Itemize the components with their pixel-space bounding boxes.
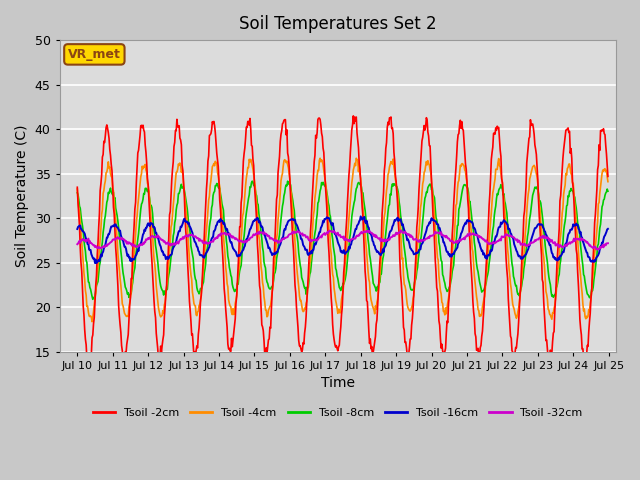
Tsoil -8cm: [74, 190, 81, 196]
Line: Tsoil -32cm: Tsoil -32cm: [77, 230, 608, 250]
Tsoil -8cm: [89, 297, 97, 302]
Tsoil -4cm: [220, 242, 228, 248]
Tsoil -16cm: [408, 248, 416, 254]
Tsoil -4cm: [424, 158, 432, 164]
Tsoil -4cm: [138, 163, 146, 169]
Tsoil -16cm: [220, 220, 228, 226]
Tsoil -16cm: [74, 226, 81, 232]
Line: Tsoil -16cm: Tsoil -16cm: [77, 216, 608, 263]
Tsoil -2cm: [408, 316, 416, 322]
Line: Tsoil -4cm: Tsoil -4cm: [77, 158, 608, 322]
Line: Tsoil -2cm: Tsoil -2cm: [77, 116, 608, 363]
Tsoil -2cm: [424, 129, 432, 135]
Tsoil -4cm: [88, 319, 96, 324]
Tsoil -16cm: [192, 241, 200, 247]
Tsoil -32cm: [138, 242, 145, 248]
Tsoil -4cm: [192, 312, 200, 318]
Tsoil -8cm: [192, 277, 200, 283]
Tsoil -32cm: [594, 247, 602, 252]
Y-axis label: Soil Temperature (C): Soil Temperature (C): [15, 125, 29, 267]
Text: VR_met: VR_met: [68, 48, 121, 61]
Legend: Tsoil -2cm, Tsoil -4cm, Tsoil -8cm, Tsoil -16cm, Tsoil -32cm: Tsoil -2cm, Tsoil -4cm, Tsoil -8cm, Tsoi…: [88, 404, 587, 423]
Tsoil -16cm: [604, 226, 612, 232]
Tsoil -2cm: [604, 174, 612, 180]
Tsoil -4cm: [408, 302, 416, 308]
X-axis label: Time: Time: [321, 376, 355, 390]
Tsoil -4cm: [604, 179, 612, 184]
Tsoil -2cm: [220, 286, 228, 291]
Tsoil -2cm: [138, 125, 146, 131]
Tsoil -16cm: [424, 223, 432, 228]
Tsoil -32cm: [83, 238, 91, 243]
Tsoil -16cm: [357, 214, 365, 219]
Tsoil -4cm: [83, 304, 91, 310]
Tsoil -8cm: [408, 287, 416, 293]
Tsoil -8cm: [83, 260, 91, 265]
Tsoil -32cm: [74, 241, 81, 247]
Tsoil -2cm: [192, 348, 200, 353]
Tsoil -2cm: [74, 184, 81, 190]
Tsoil -32cm: [220, 231, 227, 237]
Tsoil -4cm: [316, 156, 324, 161]
Tsoil -8cm: [424, 185, 432, 191]
Tsoil -32cm: [408, 234, 415, 240]
Tsoil -8cm: [284, 178, 291, 184]
Tsoil -8cm: [220, 219, 228, 225]
Title: Soil Temperatures Set 2: Soil Temperatures Set 2: [239, 15, 436, 33]
Tsoil -32cm: [191, 233, 199, 239]
Tsoil -32cm: [604, 240, 612, 246]
Tsoil -32cm: [423, 236, 431, 241]
Tsoil -16cm: [138, 235, 146, 241]
Tsoil -16cm: [83, 238, 91, 244]
Line: Tsoil -8cm: Tsoil -8cm: [77, 181, 608, 300]
Tsoil -8cm: [138, 200, 146, 205]
Tsoil -16cm: [91, 260, 99, 266]
Tsoil -2cm: [349, 113, 357, 119]
Tsoil -8cm: [604, 188, 612, 194]
Tsoil -2cm: [85, 360, 93, 366]
Tsoil -32cm: [397, 228, 405, 233]
Tsoil -2cm: [83, 356, 91, 362]
Tsoil -4cm: [74, 186, 81, 192]
